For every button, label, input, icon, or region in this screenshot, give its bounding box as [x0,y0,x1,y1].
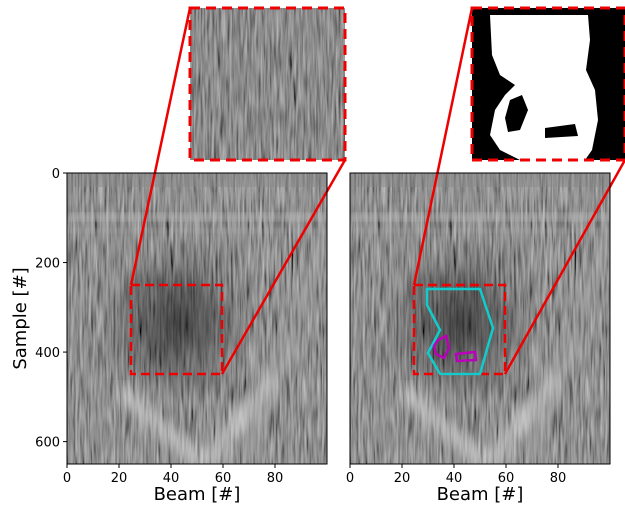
x-tick-label: 20 [394,471,411,486]
x-axis-label: Beam [#] [437,484,524,505]
page: 0204060800200400600Beam [#]Sample [#]020… [0,0,625,507]
y-tick-label: 600 [35,436,60,451]
y-tick-label: 0 [52,167,60,182]
x-tick-label: 0 [346,471,354,486]
y-axis-label: Sample [#] [10,267,31,369]
y-tick-label: 200 [35,257,60,272]
x-tick-label: 0 [63,471,71,486]
y-tick-label: 400 [35,346,60,361]
figure: 0204060800200400600Beam [#]Sample [#]020… [0,0,625,507]
ultrasound-image [67,173,329,464]
x-tick-label: 20 [111,471,128,486]
ultrasound-image [350,173,612,464]
mask-inset [472,8,625,160]
x-axis-label: Beam [#] [154,484,241,505]
x-tick-label: 80 [267,471,284,486]
zoom-inset [190,8,345,160]
x-tick-label: 80 [550,471,567,486]
